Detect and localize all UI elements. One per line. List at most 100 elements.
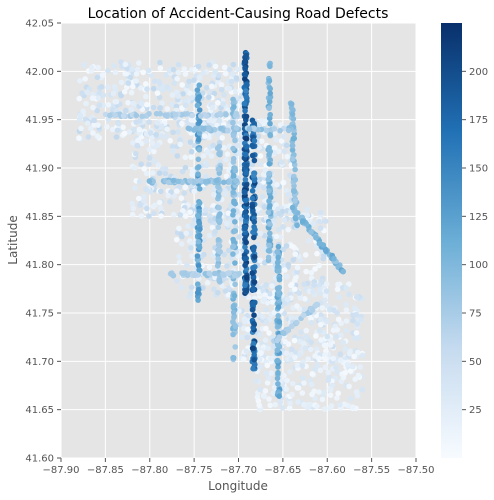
data-point [284,273,290,280]
data-point [216,117,223,124]
data-point [143,93,149,100]
data-point [359,386,366,393]
data-point [132,185,138,191]
y-tick-label: 41.90 [25,164,54,175]
data-point [281,148,288,154]
data-point [310,289,316,295]
data-point [171,193,177,199]
data-point [185,83,191,89]
data-point [111,63,117,69]
data-point [317,367,324,374]
data-point [170,66,177,73]
data-point [327,342,334,348]
data-point [289,380,296,387]
data-point [243,288,250,294]
data-point [215,166,222,173]
data-point [78,125,84,132]
data-point [224,151,231,157]
data-point [314,362,321,368]
data-point [136,178,143,185]
data-point [355,349,361,356]
x-tick-label: −87.75 [176,465,213,476]
data-point [163,72,170,78]
data-point [324,318,330,325]
data-point [266,161,273,167]
data-point [353,312,360,318]
data-point [137,202,143,208]
data-point [178,195,185,201]
data-point [195,263,202,269]
y-tick-label: 41.75 [25,309,54,320]
data-point [198,113,204,119]
data-point [143,186,149,192]
data-point [243,88,249,94]
data-point [266,78,273,84]
data-point [309,307,316,314]
data-point [158,188,164,195]
data-point [292,214,299,221]
data-point [187,90,193,96]
data-point [242,108,248,114]
data-point [243,52,249,59]
data-point [251,253,258,260]
data-point [304,206,310,213]
data-point [337,402,343,408]
data-point [251,312,257,319]
data-point [273,136,280,143]
data-point [266,188,272,194]
data-point [172,111,179,118]
data-point [353,294,360,300]
data-point [257,406,263,413]
data-point [181,190,187,196]
data-point [316,218,323,225]
data-point [219,135,225,141]
data-point [299,390,306,396]
data-point [146,213,152,219]
data-point [343,301,349,308]
chart-title: Location of Accident-Causing Road Defect… [88,6,389,22]
data-point [263,307,270,313]
data-point [276,148,282,155]
data-point [174,153,181,159]
x-tick-label: −87.60 [309,465,346,476]
data-point [220,179,227,186]
data-point [287,400,293,407]
data-point [152,202,158,208]
data-point [120,113,127,119]
data-point [347,368,354,374]
data-point [209,104,216,111]
data-point [215,289,221,296]
data-point [113,98,120,105]
data-point [283,386,290,392]
data-point [187,290,194,296]
data-point [288,282,294,289]
data-point [187,230,194,237]
data-point [343,327,350,334]
data-point [263,370,270,376]
data-point [226,85,233,92]
data-point [255,398,262,404]
data-point [138,161,144,167]
data-point [274,347,281,354]
data-point [171,80,178,86]
data-point [221,91,227,98]
data-point [128,89,135,96]
data-point [236,308,242,314]
data-point [211,274,218,281]
data-point [351,353,358,360]
data-point [181,66,187,72]
data-point [230,251,236,257]
data-point [154,120,161,126]
data-point [299,362,306,369]
data-point [113,134,120,140]
data-point [325,369,332,376]
data-point [307,346,314,353]
data-point [266,237,273,244]
data-point [167,199,173,205]
data-point [230,132,237,139]
data-point [335,281,341,288]
data-point [125,80,132,86]
data-point [222,288,229,294]
data-point [194,290,201,296]
data-point [265,176,272,183]
